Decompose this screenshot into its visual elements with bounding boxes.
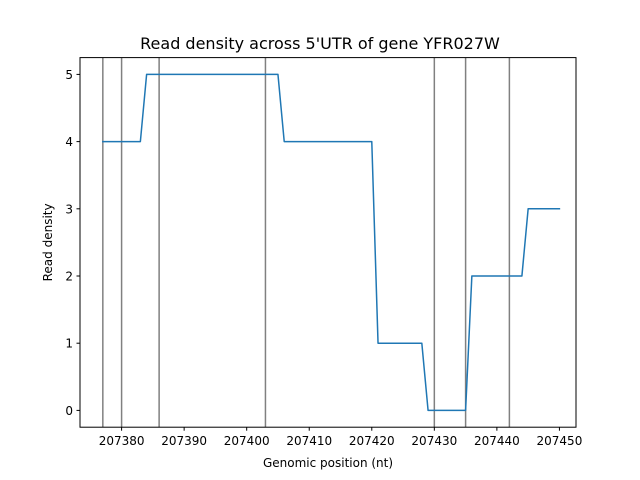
y-tick-label: 2 xyxy=(65,270,73,284)
plot-frame xyxy=(79,57,577,428)
series-line xyxy=(102,73,561,412)
x-tick-label: 207410 xyxy=(286,434,332,448)
x-tick-label: 207400 xyxy=(224,434,270,448)
x-axis: 207380 207390 207400 207410 207420 207430 2074… xyxy=(99,427,583,448)
x-tick-label: 207430 xyxy=(411,434,457,448)
x-tick-label: 207450 xyxy=(537,434,583,448)
x-tick-label: 207440 xyxy=(474,434,520,448)
y-tick-label: 0 xyxy=(65,404,73,418)
y-tick-label: 1 xyxy=(65,337,73,351)
x-axis-label: Genomic position (nt) xyxy=(263,456,393,470)
y-tick-label: 4 xyxy=(65,135,73,149)
y-axis: 0 1 2 3 4 5 xyxy=(65,68,80,418)
vertical-markers xyxy=(102,57,511,428)
y-tick-label: 5 xyxy=(65,68,73,82)
x-tick-label: 207420 xyxy=(349,434,395,448)
y-tick-label: 3 xyxy=(65,202,73,216)
series-group xyxy=(102,73,561,412)
x-tick-label: 207390 xyxy=(161,434,207,448)
chart-title: Read density across 5'UTR of gene YFR027… xyxy=(140,34,500,53)
x-tick-label: 207380 xyxy=(99,434,145,448)
y-axis-label: Read density xyxy=(41,203,55,281)
